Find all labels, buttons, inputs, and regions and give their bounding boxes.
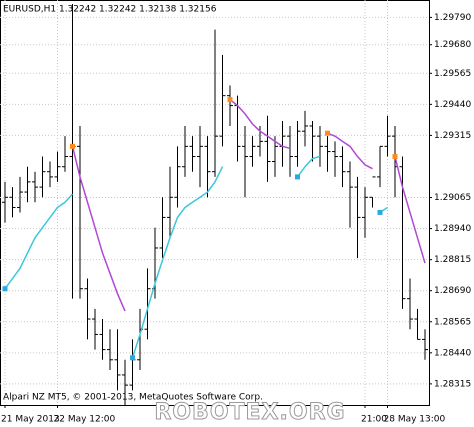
y-tick-label: 1.29440 [434, 100, 471, 110]
signal-dot [2, 286, 8, 292]
signal-dot [377, 209, 383, 215]
y-tick-label: 1.29680 [434, 40, 471, 50]
y-tick-label: 1.29790 [434, 13, 471, 23]
y-tick-label: 1.29565 [434, 69, 471, 79]
x-tick-label: 28 May 13:00 [384, 415, 446, 425]
signal-dot [70, 143, 75, 149]
y-tick-label: 1.28565 [434, 317, 471, 327]
chart-title: EURUSD,H1 1.32242 1.32242 1.32138 1.3215… [3, 5, 217, 15]
indicator-line [71, 99, 426, 312]
x-tick-label: 21:00 [361, 415, 387, 425]
x-tick-label: 21 May 2013 [1, 415, 60, 425]
indicator-line [4, 155, 388, 359]
signal-dot [227, 97, 233, 103]
y-tick-label: 1.29315 [434, 131, 471, 141]
signal-dot [295, 174, 300, 180]
y-tick-label: 1.28690 [434, 286, 471, 296]
signal-dot [130, 355, 135, 361]
y-tick-label: 1.29065 [434, 193, 471, 203]
signal-dot [325, 130, 330, 136]
signal-dot [392, 154, 398, 160]
y-tick-label: 1.28315 [434, 379, 471, 389]
y-tick-label: 1.28940 [434, 224, 471, 234]
x-tick-label: 22 May 12:00 [54, 415, 116, 425]
y-tick-label: 1.28815 [434, 255, 471, 265]
copyright: Alpari NZ MT5, © 2001-2013, MetaQuotes S… [3, 393, 263, 403]
watermark: ROBOTEX.ORG [154, 400, 345, 425]
y-tick-label: 1.28440 [434, 348, 471, 358]
